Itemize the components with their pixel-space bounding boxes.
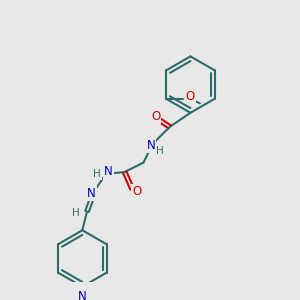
Text: O: O: [186, 90, 195, 103]
Text: H: H: [157, 146, 164, 156]
Text: N: N: [87, 187, 96, 200]
Text: H: H: [72, 208, 80, 218]
Text: N: N: [147, 139, 155, 152]
Text: N: N: [78, 290, 87, 300]
Text: N: N: [104, 166, 113, 178]
Text: O: O: [151, 110, 160, 123]
Text: O: O: [132, 185, 142, 198]
Text: H: H: [93, 169, 101, 179]
